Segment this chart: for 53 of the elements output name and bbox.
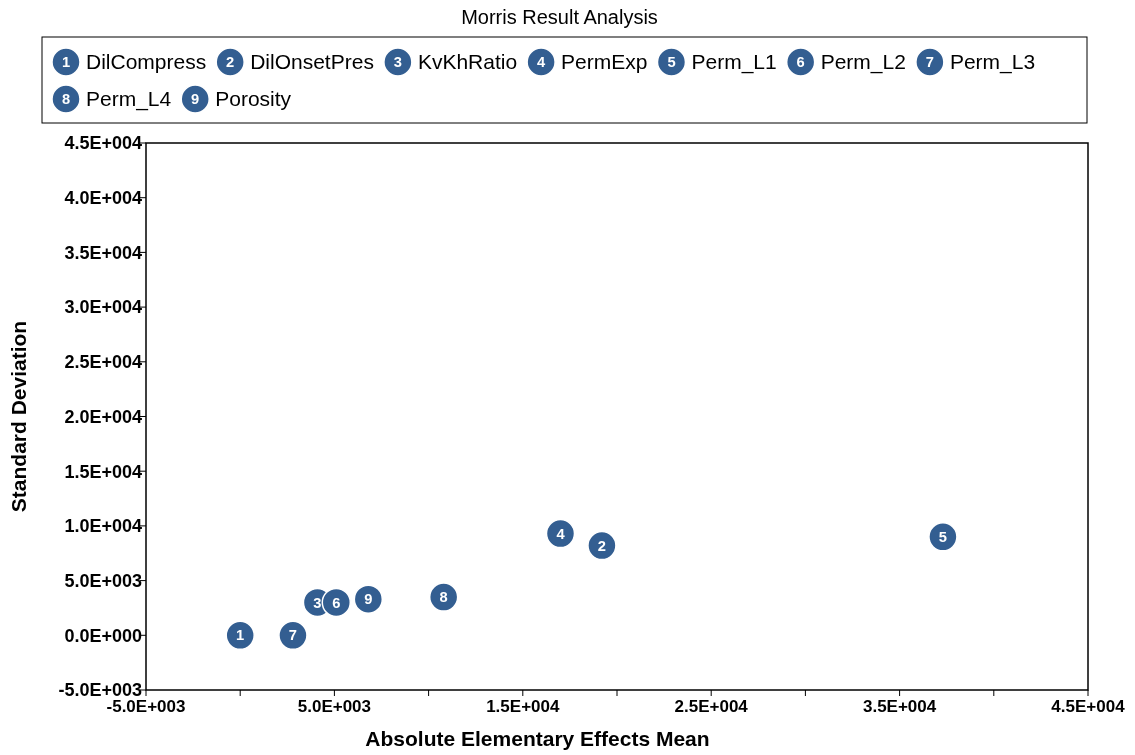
chart-title: Morris Result Analysis — [461, 6, 658, 28]
y-tick-label: 1.0E+004 — [64, 516, 142, 537]
point — [587, 530, 617, 561]
text: 2 — [226, 54, 235, 71]
x-tick-label: 3.5E+004 — [862, 697, 937, 716]
text: 5 — [667, 54, 676, 71]
legend-label: Perm_L2 — [820, 50, 906, 75]
text: 4 — [537, 54, 546, 71]
y-tick-label: 2.5E+004 — [64, 352, 142, 373]
y-tick-label: 3.5E+004 — [64, 242, 142, 263]
text: 9 — [191, 91, 200, 108]
annotation: 9 — [364, 591, 373, 608]
legend-label: DilOnsetPres — [250, 50, 374, 74]
legend-label: Porosity — [215, 87, 292, 111]
y-tick-label: 3.0E+004 — [64, 297, 142, 318]
x-tick-label: 1.5E+004 — [486, 697, 560, 716]
y-tick-label: 4.0E+004 — [64, 188, 142, 208]
legend-label: Perm_L4 — [86, 87, 172, 112]
legend-label: Perm_L3 — [949, 50, 1036, 75]
y-tick-label: 5.0E+003 — [64, 570, 142, 591]
y-tick-label: 2.0E+004 — [64, 406, 142, 427]
x-tick-label: 2.5E+004 — [674, 697, 749, 716]
text: 6 — [796, 54, 805, 71]
annotation: 8 — [439, 589, 448, 606]
annotation: 1 — [236, 627, 245, 644]
legend-label: DilCompress — [86, 50, 207, 74]
annotation: 5 — [938, 528, 948, 545]
text: 8 — [61, 91, 71, 108]
annotation: 7 — [288, 627, 298, 644]
legend-label: PermExp — [561, 50, 648, 74]
point — [278, 620, 308, 651]
point — [545, 518, 576, 549]
annotation: 6 — [332, 594, 341, 611]
annotation: 2 — [597, 537, 607, 554]
text: 7 — [925, 54, 934, 71]
legend-label: Perm_L1 — [691, 50, 777, 75]
point — [428, 582, 459, 612]
annotation: 3 — [313, 594, 322, 611]
x-axis-title: Absolute Elementary Effects Mean — [365, 727, 710, 750]
text: 1 — [61, 54, 71, 71]
annotation: 4 — [556, 525, 566, 542]
legend-label: KvKhRatio — [417, 50, 518, 74]
y-axis-title: Standard Deviation — [7, 320, 30, 513]
point — [353, 584, 384, 614]
x-tick-label: 5.0E+003 — [297, 697, 372, 716]
y-tick-label: 4.5E+004 — [64, 133, 142, 154]
point — [928, 522, 958, 552]
point — [321, 587, 352, 618]
point — [225, 620, 255, 651]
y-tick-label: 0.0E+000 — [64, 625, 142, 646]
y-tick-label: 1.5E+004 — [64, 461, 142, 482]
x-tick-label: 4.5E+004 — [1051, 697, 1126, 716]
text: 3 — [393, 54, 402, 71]
